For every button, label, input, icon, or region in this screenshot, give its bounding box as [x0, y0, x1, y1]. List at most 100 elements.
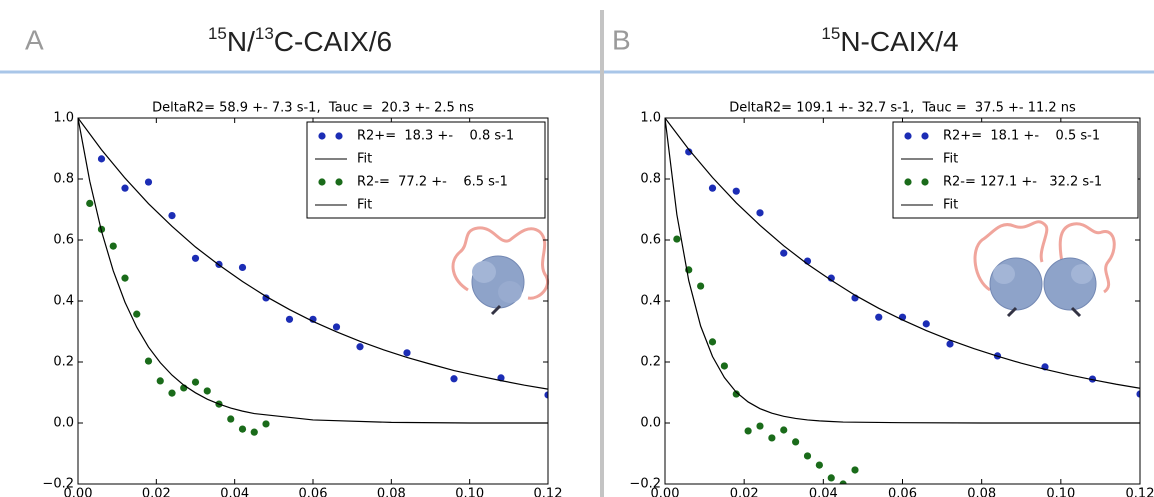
- data-point: [238, 263, 247, 272]
- x-tick-label: 0.10: [1046, 487, 1075, 497]
- data-point: [756, 209, 764, 217]
- y-tick-label: 0.0: [640, 416, 661, 431]
- panel-label: B: [612, 24, 631, 55]
- y-tick-label: −0.2: [629, 477, 661, 492]
- legend-box: [306, 121, 546, 219]
- header-superscript: 15: [208, 24, 227, 43]
- legend-box: [892, 121, 1139, 219]
- data-point: [803, 452, 812, 460]
- legend-swatch: [335, 132, 343, 140]
- legend-swatch: [921, 132, 929, 140]
- data-point: [133, 310, 141, 318]
- data-point: [792, 438, 800, 446]
- legend-swatch: [904, 132, 912, 140]
- data-point: [732, 187, 740, 195]
- data-point: [744, 427, 752, 435]
- data-point: [720, 362, 728, 370]
- data-point: [946, 340, 954, 348]
- x-tick-label: 0.06: [888, 487, 917, 497]
- data-point: [332, 323, 341, 331]
- data-point: [262, 420, 270, 428]
- x-tick-label: 0.12: [1126, 487, 1154, 497]
- data-point: [121, 274, 129, 282]
- legend-swatch: [318, 178, 326, 186]
- chart-title: DeltaR2= 109.1 +- 32.7 s-1, Tauc = 37.5 …: [729, 101, 1076, 116]
- x-tick-label: 0.02: [730, 487, 759, 497]
- protein-icon-b: [973, 220, 1116, 318]
- legend-swatch: [904, 178, 912, 186]
- data-point: [356, 343, 364, 351]
- legend-label: R2+= 18.1 +- 0.5 s-1: [943, 129, 1100, 144]
- data-point: [86, 199, 94, 207]
- fit-line: [78, 118, 548, 424]
- y-tick-label: 0.6: [640, 233, 661, 248]
- header-text: N-CAIX/4: [840, 26, 958, 57]
- data-point: [1136, 390, 1140, 398]
- data-point: [922, 320, 930, 328]
- data-point: [168, 212, 176, 220]
- plot-frame: [77, 117, 549, 485]
- x-tick-label: 0.12: [534, 487, 563, 497]
- x-tick-label: 0.00: [651, 487, 680, 497]
- legend-label: Fit: [943, 198, 958, 213]
- y-tick-label: 0.2: [53, 355, 74, 370]
- x-tick-label: 0.04: [220, 487, 249, 497]
- fit-line: [665, 118, 1140, 389]
- x-tick-label: 0.00: [64, 487, 93, 497]
- y-tick-label: −0.2: [42, 477, 74, 492]
- data-point: [285, 315, 294, 323]
- data-point: [121, 184, 129, 192]
- data-point: [262, 294, 270, 302]
- data-point: [827, 474, 835, 482]
- fit-line: [665, 118, 1140, 424]
- legend-label: Fit: [357, 198, 372, 213]
- data-point: [851, 466, 859, 474]
- data-point: [403, 349, 411, 357]
- data-point: [144, 178, 153, 186]
- chart-title: DeltaR2= 58.9 +- 7.3 s-1, Tauc = 20.3 +-…: [152, 101, 474, 116]
- header-text: C-CAIX/6: [274, 26, 392, 57]
- data-point: [708, 184, 717, 192]
- legend-swatch: [318, 132, 326, 140]
- data-point: [780, 249, 788, 257]
- data-point: [839, 480, 847, 484]
- data-point: [227, 415, 235, 423]
- data-point: [708, 338, 717, 346]
- legend-swatch: [921, 178, 929, 186]
- x-tick-label: 0.02: [142, 487, 171, 497]
- protein-icon-a: [451, 226, 549, 316]
- data-point: [250, 428, 258, 436]
- x-tick-label: 0.06: [299, 487, 328, 497]
- y-tick-label: 1.0: [53, 111, 74, 126]
- y-tick-label: 0.4: [53, 294, 74, 309]
- data-point: [685, 148, 693, 156]
- y-tick-label: 0.8: [53, 172, 74, 187]
- data-point: [168, 389, 176, 397]
- data-point: [875, 313, 883, 321]
- legend-label: Fit: [943, 152, 958, 167]
- x-tick-label: 0.08: [967, 487, 996, 497]
- y-tick-label: 0.2: [640, 355, 661, 370]
- data-point: [815, 461, 823, 469]
- y-tick-label: 0.8: [640, 172, 661, 187]
- data-point: [544, 391, 548, 399]
- data-point: [756, 422, 764, 430]
- data-point: [673, 235, 681, 243]
- y-tick-label: 0.0: [53, 416, 74, 431]
- panel-header: 15N-CAIX/4: [821, 24, 958, 57]
- data-point: [191, 254, 200, 262]
- panel-divider: [600, 10, 604, 497]
- panel-header: 15N/13C-CAIX/6: [208, 24, 392, 57]
- data-point: [697, 282, 705, 290]
- data-point: [450, 375, 458, 383]
- legend-swatch: [335, 178, 343, 186]
- data-point: [203, 387, 211, 395]
- x-tick-label: 0.08: [377, 487, 406, 497]
- legend-label: R2-= 77.2 +- 6.5 s-1: [357, 175, 508, 190]
- data-point: [144, 357, 153, 365]
- data-point: [156, 377, 164, 385]
- y-tick-label: 0.4: [640, 294, 661, 309]
- header-superscript: 13: [255, 24, 274, 43]
